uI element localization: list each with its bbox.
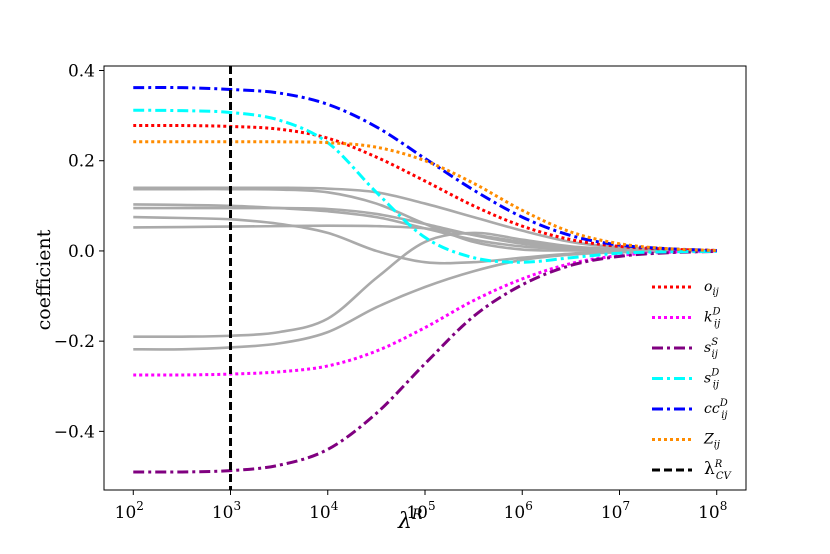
ticks-layer: 102 103 104 105 106 107 108 0.4 0.2 0.0 −0.2 −0.4 bbox=[54, 62, 728, 523]
y-tick-label: 0.2 bbox=[68, 152, 95, 172]
x-tick-label: 104 bbox=[309, 499, 339, 523]
legend-label: ccD ij bbox=[704, 398, 728, 421]
y-tick-label: 0.0 bbox=[68, 242, 95, 262]
legend-label: oij bbox=[704, 279, 719, 298]
x-tick-label: 106 bbox=[504, 499, 533, 523]
legend-label: Zij bbox=[703, 432, 720, 451]
x-axis-title: λR bbox=[397, 507, 423, 534]
legend-item: Zij bbox=[652, 432, 720, 451]
y-tick-label: −0.2 bbox=[54, 332, 95, 352]
x-axis-label-sup: R bbox=[411, 507, 423, 523]
legend-label: λR CV bbox=[704, 459, 732, 482]
series-line-k-d bbox=[133, 249, 717, 377]
legend-item: oij bbox=[652, 279, 719, 298]
x-tick-label: 108 bbox=[698, 499, 727, 523]
y-tick-label: −0.4 bbox=[54, 422, 95, 442]
legend-item: λR CV bbox=[652, 459, 732, 482]
legend-item: kD ij bbox=[652, 307, 721, 330]
series-line-s-d bbox=[133, 108, 717, 264]
legend-item: sD ij bbox=[652, 368, 719, 391]
legend-label: kD ij bbox=[704, 307, 721, 330]
y-axis-title: coefficient bbox=[33, 229, 55, 330]
legend-item: ccD ij bbox=[652, 398, 728, 421]
legend-label: sS ij bbox=[704, 337, 718, 360]
x-tick-label: 107 bbox=[601, 499, 630, 523]
x-tick-label: 103 bbox=[212, 499, 241, 523]
x-tick-label: 102 bbox=[115, 499, 144, 523]
x-tick-label: 105 bbox=[406, 499, 435, 523]
legend-item: sS ij bbox=[652, 337, 718, 360]
series-line-s-s bbox=[133, 249, 717, 474]
svg-text:λR: λR bbox=[397, 507, 423, 534]
legend-label: sD ij bbox=[704, 368, 719, 391]
legend: oij kD ij sS ij sD ij ccD ij Zij λR CV bbox=[652, 279, 732, 482]
y-tick-label: 0.4 bbox=[68, 62, 95, 82]
x-axis-label: λ bbox=[397, 509, 412, 534]
